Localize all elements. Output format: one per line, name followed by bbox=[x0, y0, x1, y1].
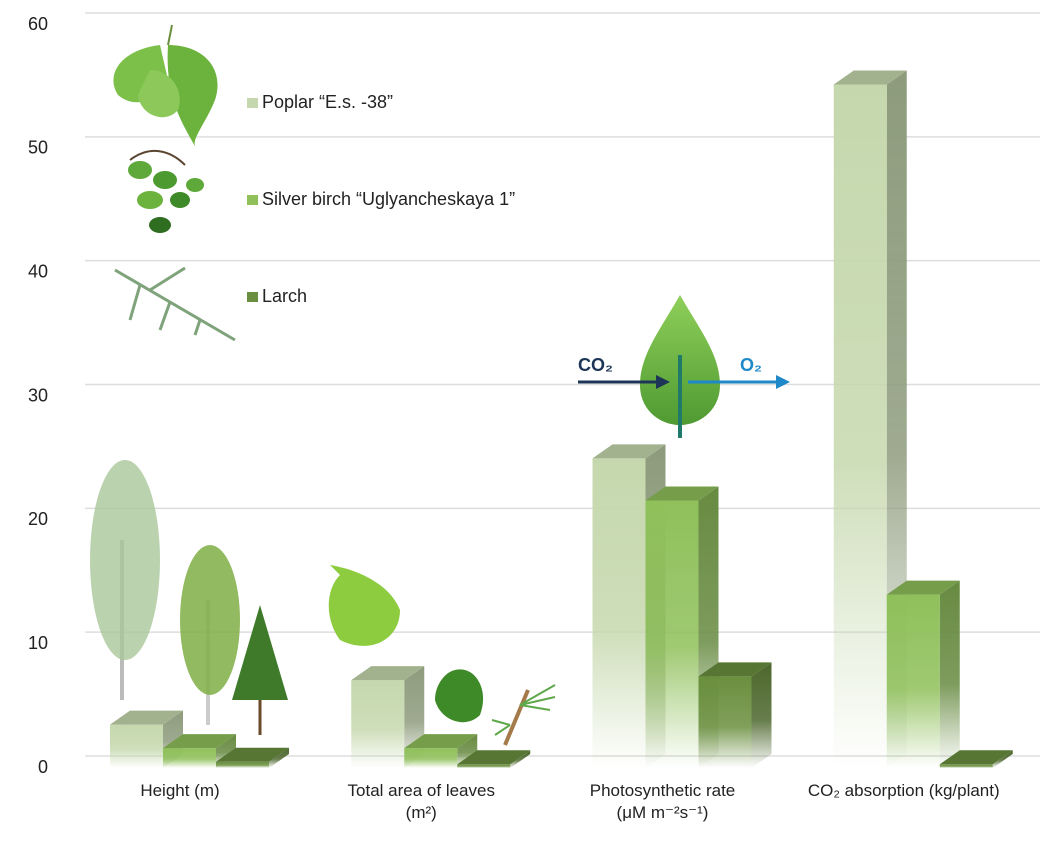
y-tick-label: 40 bbox=[28, 261, 48, 281]
y-tick-label: 30 bbox=[28, 385, 48, 405]
x-tick-label: Total area of leaves (m²) bbox=[301, 780, 541, 824]
bar bbox=[404, 748, 457, 768]
bar-side bbox=[940, 581, 960, 768]
x-tick-label: Height (m) bbox=[60, 780, 300, 802]
annotation: O₂ bbox=[740, 355, 762, 375]
bar bbox=[887, 595, 940, 768]
legend-label: Silver birch “Uglyancheskaya 1” bbox=[262, 189, 515, 209]
legend: Poplar “E.s. -38” Silver birch “Uglyanche… bbox=[247, 92, 515, 306]
bar bbox=[351, 680, 404, 768]
bar bbox=[699, 676, 752, 768]
y-tick-label: 50 bbox=[28, 138, 48, 158]
larch-icon bbox=[115, 268, 235, 340]
legend-label: Poplar “E.s. -38” bbox=[262, 92, 393, 112]
legend-swatch bbox=[247, 98, 258, 108]
chart: 0 10 20 30 40 50 60 CO₂ bbox=[0, 0, 1058, 859]
chart-container: 0 10 20 30 40 50 60 CO₂ bbox=[0, 0, 1058, 859]
bar bbox=[163, 748, 216, 768]
y-tick-label: 60 bbox=[28, 14, 48, 34]
legend-label: Larch bbox=[262, 286, 307, 306]
bar-side bbox=[752, 662, 772, 768]
y-tick-label: 0 bbox=[38, 757, 48, 777]
photosynthesis-diagram: CO₂ O₂ bbox=[578, 295, 790, 438]
legend-swatch bbox=[247, 195, 258, 205]
bar bbox=[646, 501, 699, 768]
bar bbox=[940, 764, 993, 768]
tree-illustrations bbox=[90, 460, 555, 745]
y-tick-label: 10 bbox=[28, 633, 48, 653]
y-tick-label: 20 bbox=[28, 509, 48, 529]
bar bbox=[457, 764, 510, 768]
poplar-leaf-icon bbox=[113, 25, 217, 148]
legend-swatch bbox=[247, 292, 258, 302]
bar bbox=[834, 84, 887, 768]
birch-leaves-icon bbox=[128, 151, 204, 233]
x-tick-label: Photosynthetic rate (μM m⁻²s⁻¹) bbox=[543, 780, 783, 824]
bar bbox=[593, 458, 646, 768]
bar bbox=[110, 725, 163, 768]
page: Tree comparison chart {"chart_data": {"t… bbox=[0, 0, 1058, 859]
annotation: CO₂ bbox=[578, 355, 613, 375]
bar bbox=[216, 762, 269, 768]
x-tick-label: CO₂ absorption (kg/plant) bbox=[784, 780, 1024, 802]
